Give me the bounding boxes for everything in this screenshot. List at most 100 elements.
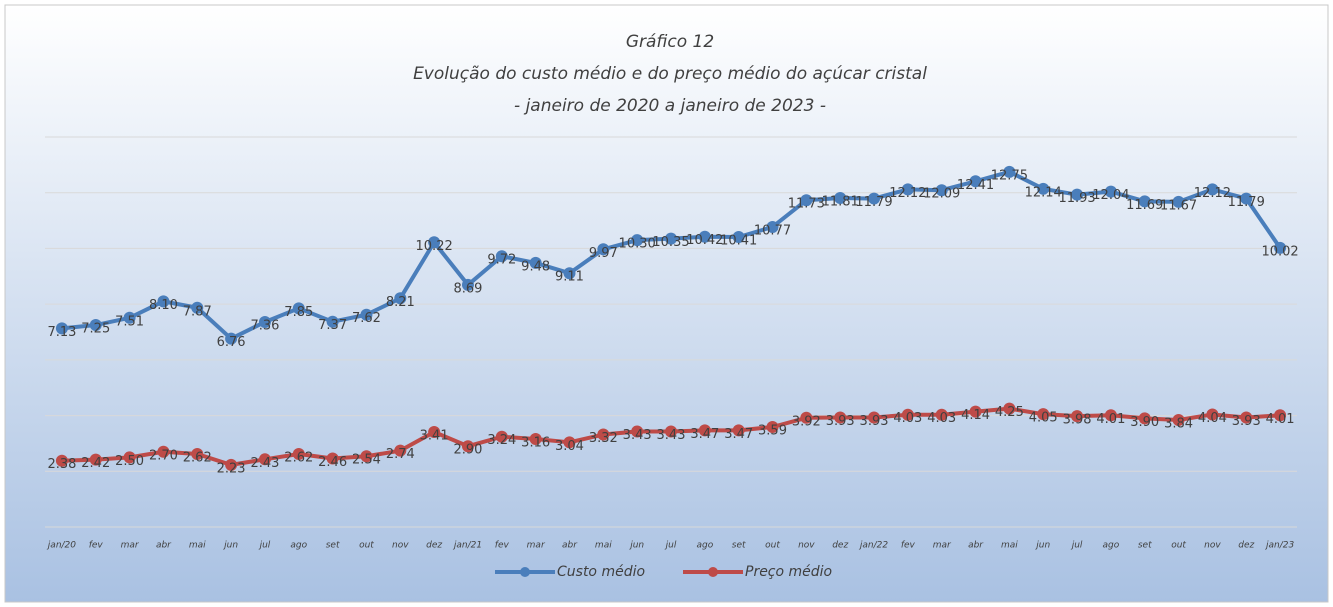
data-label: 11.79 bbox=[1228, 195, 1265, 210]
data-point bbox=[225, 458, 238, 471]
data-label: 7.51 bbox=[115, 314, 144, 329]
data-point bbox=[631, 234, 644, 247]
data-point bbox=[1240, 192, 1253, 205]
data-label: 3.47 bbox=[724, 427, 753, 442]
x-tick-label: fev bbox=[495, 541, 510, 551]
data-label: 7.13 bbox=[47, 325, 76, 340]
data-label: 11.93 bbox=[1058, 191, 1095, 206]
data-point bbox=[191, 301, 204, 314]
data-point bbox=[1206, 408, 1219, 421]
data-point bbox=[563, 436, 576, 449]
data-point bbox=[901, 183, 914, 196]
data-label: 7.87 bbox=[183, 304, 212, 319]
data-label: 3.04 bbox=[555, 439, 584, 454]
data-label: 9.72 bbox=[487, 253, 516, 268]
data-point bbox=[1003, 165, 1016, 178]
data-point bbox=[868, 411, 881, 424]
data-point bbox=[698, 424, 711, 437]
data-point bbox=[292, 448, 305, 461]
data-label: 3.43 bbox=[623, 428, 652, 443]
data-label: 2.42 bbox=[81, 456, 110, 471]
x-tick-label: set bbox=[326, 541, 340, 551]
data-label: 3.93 bbox=[1232, 414, 1261, 429]
data-label: 3.16 bbox=[521, 435, 550, 450]
data-point bbox=[1104, 185, 1117, 198]
x-tick-label: out bbox=[1171, 541, 1186, 551]
data-label: 11.73 bbox=[788, 197, 825, 212]
data-point bbox=[495, 250, 508, 263]
data-point bbox=[665, 425, 677, 438]
x-tick-label: mai bbox=[595, 541, 612, 551]
data-label: 7.25 bbox=[81, 322, 110, 337]
data-point bbox=[157, 445, 170, 458]
x-tick-label: jan/23 bbox=[1264, 541, 1294, 551]
data-point bbox=[360, 450, 373, 463]
data-point bbox=[935, 408, 948, 421]
data-point bbox=[1240, 411, 1253, 424]
data-label: 2.62 bbox=[183, 451, 212, 466]
data-label: 11.69 bbox=[1126, 198, 1163, 213]
data-label: 3.93 bbox=[826, 414, 855, 429]
x-tick-label: out bbox=[765, 541, 780, 551]
legend-label: Custo médio bbox=[557, 564, 645, 580]
data-label: 11.67 bbox=[1160, 198, 1197, 213]
data-label: 9.11 bbox=[555, 270, 584, 285]
data-point bbox=[1274, 409, 1287, 422]
data-label: 12.09 bbox=[923, 187, 960, 202]
x-tick-label: mar bbox=[933, 541, 952, 551]
data-point bbox=[225, 332, 238, 345]
data-label: 4.03 bbox=[893, 411, 922, 426]
x-tick-label: mar bbox=[121, 541, 140, 551]
data-label: 7.37 bbox=[318, 318, 347, 333]
data-point bbox=[428, 236, 441, 249]
data-label: 12.12 bbox=[1194, 186, 1231, 201]
data-label: 3.59 bbox=[758, 423, 787, 438]
chart-subtitle: Evolução do custo médio e do preço médio… bbox=[413, 64, 927, 84]
data-label: 8.10 bbox=[149, 298, 178, 313]
data-point bbox=[55, 454, 68, 467]
data-point bbox=[969, 175, 982, 188]
x-tick-label: set bbox=[732, 541, 746, 551]
data-label: 4.03 bbox=[927, 411, 956, 426]
x-tick-label: dez bbox=[426, 541, 442, 551]
data-label: 10.35 bbox=[652, 235, 689, 250]
data-label: 7.85 bbox=[284, 305, 313, 320]
data-label: 10.02 bbox=[1261, 244, 1298, 259]
data-point bbox=[529, 432, 542, 445]
data-point bbox=[123, 311, 136, 324]
data-point bbox=[258, 453, 271, 466]
data-point bbox=[1071, 410, 1084, 423]
data-label: 4.01 bbox=[1096, 412, 1125, 427]
x-tick-label: jun bbox=[1034, 541, 1050, 551]
data-point bbox=[597, 243, 610, 256]
x-tick-label: nov bbox=[392, 541, 409, 551]
data-label: 10.41 bbox=[720, 234, 757, 249]
x-tick-label: abr bbox=[968, 541, 984, 551]
data-label: 11.79 bbox=[855, 195, 892, 210]
data-point bbox=[1172, 414, 1185, 427]
data-point bbox=[868, 192, 881, 205]
data-label: 9.97 bbox=[589, 246, 618, 261]
data-label: 8.21 bbox=[386, 295, 415, 310]
data-label: 2.70 bbox=[149, 448, 178, 463]
x-tick-label: jun bbox=[628, 541, 644, 551]
data-point bbox=[326, 315, 339, 328]
data-point bbox=[935, 184, 948, 197]
data-point bbox=[1037, 408, 1050, 421]
x-tick-label: mar bbox=[527, 541, 546, 551]
data-label: 3.43 bbox=[657, 428, 686, 443]
data-label: 3.98 bbox=[1063, 413, 1092, 428]
data-point bbox=[1172, 195, 1185, 208]
data-point bbox=[597, 428, 610, 441]
data-point bbox=[326, 452, 339, 465]
data-point bbox=[1138, 195, 1151, 208]
data-point bbox=[1003, 402, 1016, 415]
x-tick-label: jul bbox=[664, 541, 677, 551]
data-label: 12.75 bbox=[991, 168, 1028, 183]
data-point bbox=[292, 302, 305, 315]
data-point bbox=[631, 425, 644, 438]
data-point bbox=[732, 231, 745, 244]
data-label: 2.62 bbox=[284, 451, 313, 466]
